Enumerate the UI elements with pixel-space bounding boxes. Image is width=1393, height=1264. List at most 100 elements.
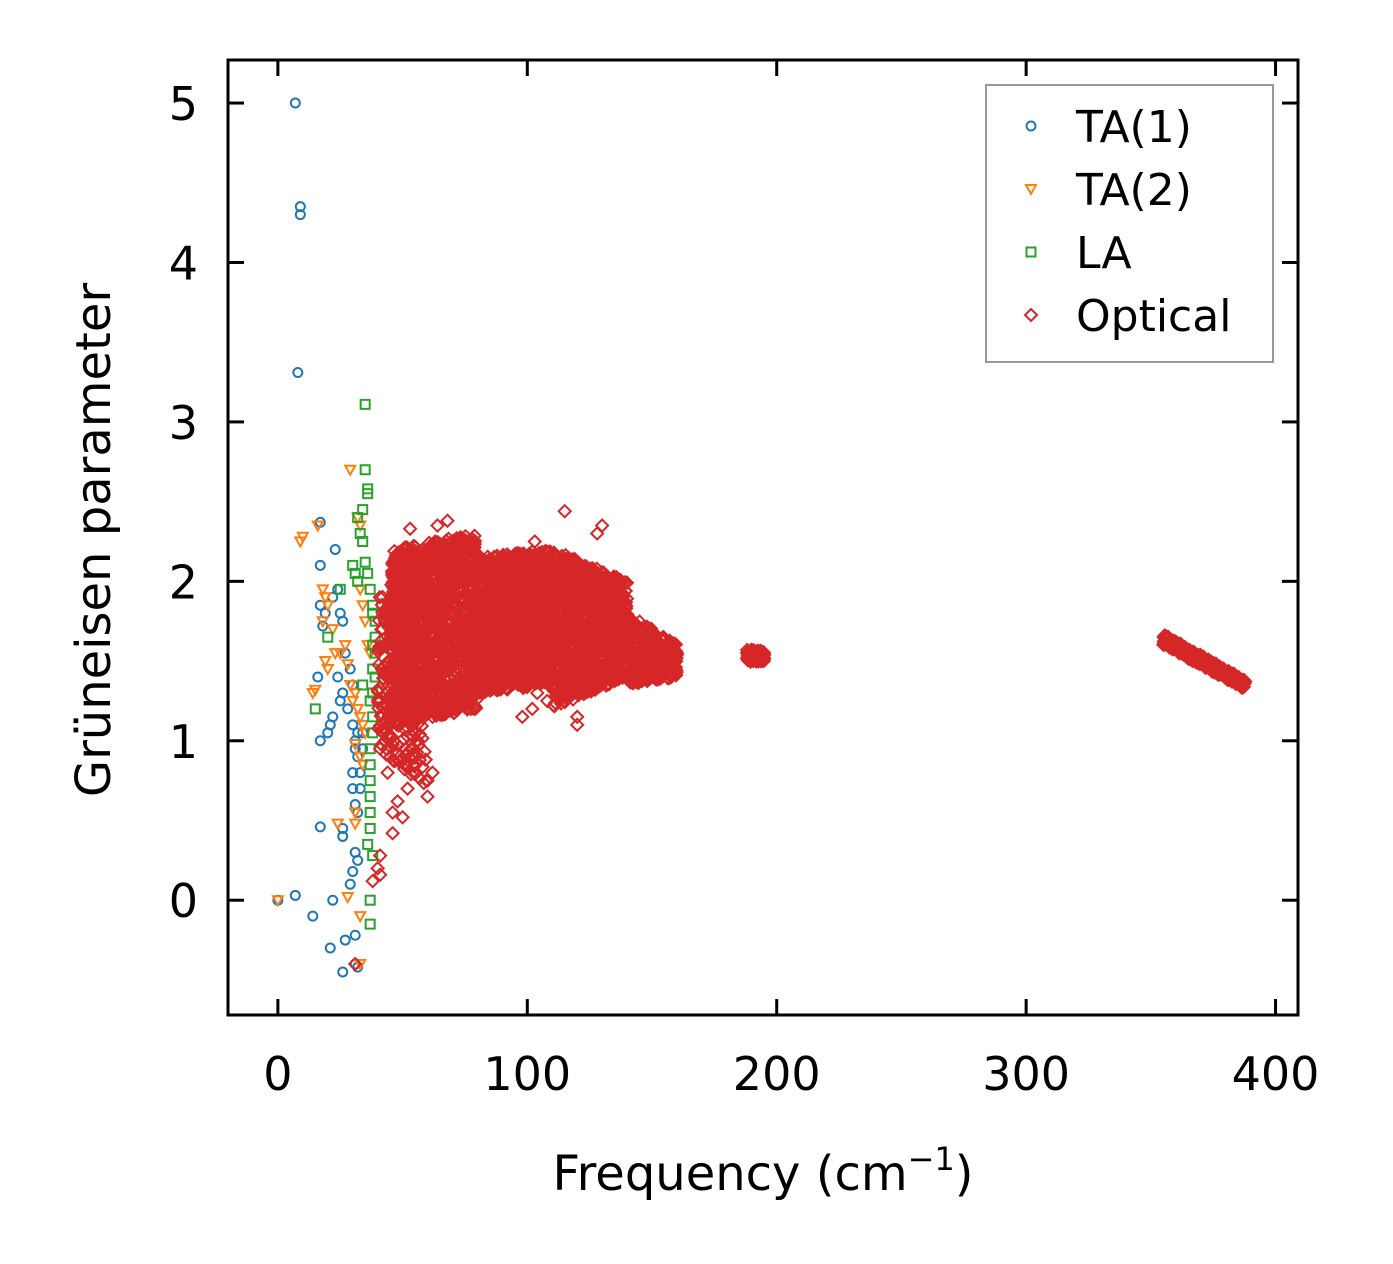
data-point xyxy=(312,671,324,683)
data-point xyxy=(347,559,359,571)
legend-label-la: LA xyxy=(1076,228,1132,279)
data-point xyxy=(364,775,376,787)
data-point xyxy=(646,626,662,642)
data-point xyxy=(354,767,366,779)
data-point xyxy=(593,633,608,649)
data-point xyxy=(367,850,379,862)
data-point xyxy=(394,674,410,689)
data-point xyxy=(431,553,447,569)
data-point xyxy=(359,398,371,410)
data-point xyxy=(1196,651,1211,667)
data-point xyxy=(1226,667,1242,683)
data-point xyxy=(436,677,451,693)
data-point xyxy=(594,663,610,679)
data-point xyxy=(546,588,562,604)
data-point xyxy=(396,650,412,666)
data-point xyxy=(390,639,406,655)
data-point xyxy=(524,701,540,717)
data-point xyxy=(1171,643,1187,659)
data-point xyxy=(592,673,608,689)
data-point xyxy=(430,518,445,533)
data-point xyxy=(602,660,618,676)
data-point xyxy=(410,698,426,713)
data-points-layer xyxy=(271,97,1253,978)
data-point xyxy=(588,618,604,633)
data-point xyxy=(452,529,468,545)
data-point xyxy=(583,561,599,577)
data-point xyxy=(595,597,611,613)
data-point xyxy=(371,700,386,716)
data-point xyxy=(553,611,569,627)
x-axis-label-close: ) xyxy=(955,1146,974,1202)
data-point xyxy=(370,860,386,876)
series-optical xyxy=(347,503,1253,972)
data-point xyxy=(488,681,504,697)
data-point xyxy=(619,607,635,622)
data-point xyxy=(471,555,487,571)
data-point xyxy=(1175,641,1191,657)
data-point xyxy=(484,585,500,601)
y-axis-label: Grüneisen parameter xyxy=(66,283,122,798)
data-point xyxy=(448,663,464,679)
data-point xyxy=(354,528,366,540)
data-point xyxy=(648,643,664,659)
data-point xyxy=(407,766,423,782)
data-point xyxy=(502,550,518,565)
data-point xyxy=(327,894,339,906)
data-point xyxy=(382,669,398,685)
data-point xyxy=(417,661,432,676)
data-point xyxy=(441,654,457,670)
data-point xyxy=(613,603,629,619)
data-point xyxy=(339,934,351,946)
data-point xyxy=(487,666,503,682)
data-point xyxy=(395,809,411,825)
data-point xyxy=(562,652,578,667)
data-point xyxy=(294,201,306,213)
x-axis-label: Frequency (cm−1) xyxy=(552,1140,973,1202)
data-point xyxy=(594,565,610,581)
data-point xyxy=(575,621,591,637)
data-point xyxy=(551,645,567,660)
data-point xyxy=(626,615,642,631)
data-point xyxy=(500,579,516,595)
data-point xyxy=(516,647,531,663)
data-point xyxy=(419,639,435,654)
data-point xyxy=(516,679,532,695)
data-point xyxy=(406,607,422,622)
data-point xyxy=(558,561,574,577)
data-point xyxy=(569,709,585,725)
data-point xyxy=(1196,655,1212,671)
legend-marker-la xyxy=(1025,246,1037,258)
data-point xyxy=(529,685,545,701)
data-point xyxy=(321,600,335,613)
data-point xyxy=(492,651,508,667)
data-point xyxy=(352,512,364,524)
legend-label-ta-2: TA(2) xyxy=(1075,165,1192,216)
data-point xyxy=(472,657,487,672)
data-point xyxy=(491,564,507,580)
data-point xyxy=(365,873,381,889)
data-point xyxy=(357,679,369,691)
data-point xyxy=(605,626,621,641)
data-point xyxy=(385,825,401,841)
data-point xyxy=(374,737,389,753)
data-point xyxy=(506,676,521,692)
data-point xyxy=(565,613,581,629)
data-point xyxy=(353,911,367,924)
data-point xyxy=(271,895,285,908)
data-point xyxy=(481,626,497,642)
data-point xyxy=(347,719,359,731)
data-point xyxy=(744,650,759,666)
data-point xyxy=(503,566,519,582)
data-point xyxy=(355,600,370,613)
data-point xyxy=(382,749,398,765)
data-point xyxy=(309,703,321,715)
data-point xyxy=(311,520,325,533)
data-point xyxy=(400,673,415,689)
x-tick-label: 300 xyxy=(982,1047,1070,1101)
data-point xyxy=(296,531,310,544)
data-point xyxy=(372,867,388,883)
data-point xyxy=(364,918,376,930)
data-point xyxy=(429,592,445,608)
